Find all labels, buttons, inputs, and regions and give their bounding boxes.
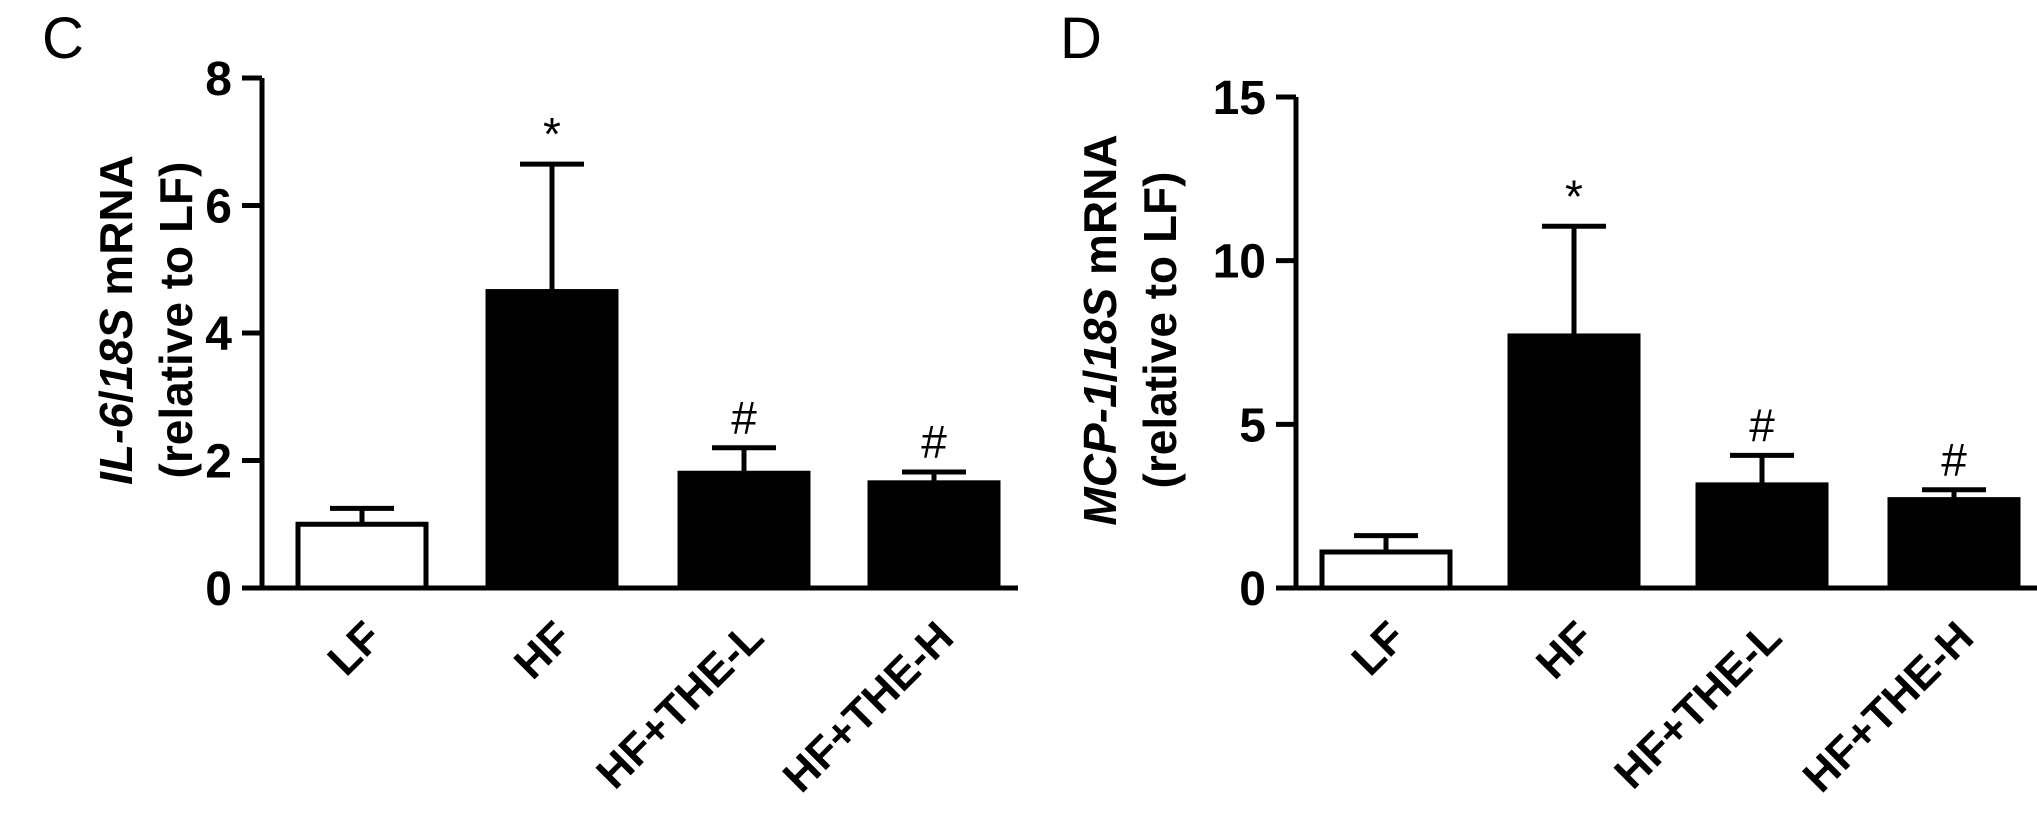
chart-panel-c: C 0 2 4 6 8 IL-6/18S mRNA (relative to LF) LF * HF… [42,6,1018,802]
panel-label: C [42,6,84,71]
y-tick-label: 0 [1239,563,1266,616]
bar-hf-the-h [867,480,1001,591]
y-axis-subtitle: (relative to LF) [150,162,202,479]
x-tick-label: HF [505,612,581,688]
bar-lf [1319,549,1453,591]
panel-label: D [1060,6,1102,71]
y-tick-label: 15 [1213,72,1266,125]
y-axis-title-part: 18S [1074,287,1126,369]
bar-hf [1507,333,1641,591]
y-axis-title-part: IL-6 [90,403,142,485]
y-axis-title-part: / [1074,369,1126,382]
y-axis-subtitle: (relative to LF) [1134,172,1186,489]
y-tick-label: 10 [1213,236,1266,289]
y-tick-label: 2 [205,436,232,489]
bar-hf [485,289,619,591]
significance-mark: # [1749,399,1775,451]
y-axis-title-part: / [90,390,142,403]
x-tick-label: LF [318,612,391,685]
x-tick-label: HF+THE-L [1605,612,1791,798]
significance-mark: * [543,108,561,160]
y-axis-title-part: MCP-1 [1074,382,1126,525]
y-tick-label: 8 [205,53,232,106]
y-tick-label: 4 [205,308,232,361]
y-axis-title-part: mRNA [1074,134,1126,287]
x-tick-label: HF+THE-L [587,612,773,798]
bar-hf-the-l [1695,482,1829,591]
x-tick-label: HF+THE-H [1794,612,1983,801]
y-axis-title-part: 18S [90,308,142,390]
x-tick-label: HF+THE-H [774,612,963,801]
significance-mark: # [1941,434,1967,486]
x-tick-label: HF [1527,612,1603,688]
y-axis-title: MCP-1/18S mRNA [1074,134,1126,525]
significance-mark: # [731,392,757,444]
y-axis-title-part: mRNA [90,155,142,308]
bar-lf [295,521,429,591]
y-tick-label: 6 [205,181,232,234]
y-tick-label: 5 [1239,399,1266,452]
x-tick-label: LF [1342,612,1415,685]
significance-mark: # [921,416,947,468]
chart-panel-d: D 0 5 10 15 MCP-1/18S mRNA (relative to LF) LF *… [1060,6,2037,802]
bar-hf-the-l [677,470,811,591]
significance-mark: * [1565,170,1583,222]
y-axis-title: IL-6/18S mRNA [90,155,142,485]
bar-hf-the-h [1887,497,2021,591]
y-tick-label: 0 [205,563,232,616]
